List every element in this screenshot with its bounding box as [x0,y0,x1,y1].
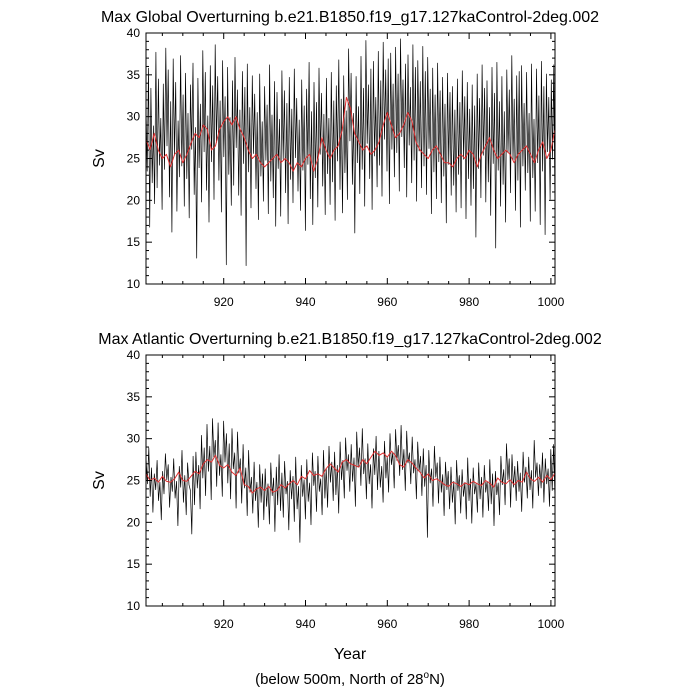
y-tick-label: 40 [127,26,141,40]
raw-series-line [145,38,556,266]
y-tick-label: 15 [127,235,141,249]
x-tick-label: 1000 [538,295,565,309]
smoothed-series-line [145,96,556,172]
y-tick-label: 10 [127,599,141,613]
y-tick-label: 20 [127,193,141,207]
y-tick-label: 25 [127,474,141,488]
y-tick-label: 35 [127,390,141,404]
x-tick-label: 940 [295,295,315,309]
y-tick-label: 20 [127,515,141,529]
x-tick-label: 980 [459,295,479,309]
footnote-suffix: N) [429,671,445,688]
footnote-degree-superscript: o [424,670,430,681]
y-tick-label: 30 [127,432,141,446]
chart-title: Max Atlantic Overturning b.e21.B1850.f19… [98,331,602,348]
smoothed-series-line [145,450,556,494]
y-tick-label: 15 [127,557,141,571]
y-tick-label: 30 [127,110,141,124]
y-axis-label: Sv [91,471,108,490]
footnote: (below 500m, North of 28oN) [255,670,445,688]
x-tick-label: 920 [214,295,234,309]
y-tick-label: 35 [127,68,141,82]
y-axis-label: Sv [91,149,108,168]
y-tick-label: 25 [127,152,141,166]
x-axis-label: Year [334,646,367,663]
x-tick-label: 920 [214,617,234,631]
chart-title: Max Global Overturning b.e21.B1850.f19_g… [101,9,599,26]
x-tick-label: 960 [377,617,397,631]
y-tick-label: 10 [127,277,141,291]
atlantic-overturning-panel: Max Atlantic Overturning b.e21.B1850.f19… [91,331,602,631]
x-tick-label: 980 [459,617,479,631]
x-tick-label: 940 [295,617,315,631]
plot-frame [145,354,556,607]
y-tick-label: 40 [127,348,141,362]
x-tick-label: 960 [377,295,397,309]
raw-series-line [145,418,556,543]
x-tick-label: 1000 [538,617,565,631]
footnote-prefix: (below 500m, North of 28 [255,671,423,688]
global-overturning-panel: Max Global Overturning b.e21.B1850.f19_g… [91,9,599,309]
